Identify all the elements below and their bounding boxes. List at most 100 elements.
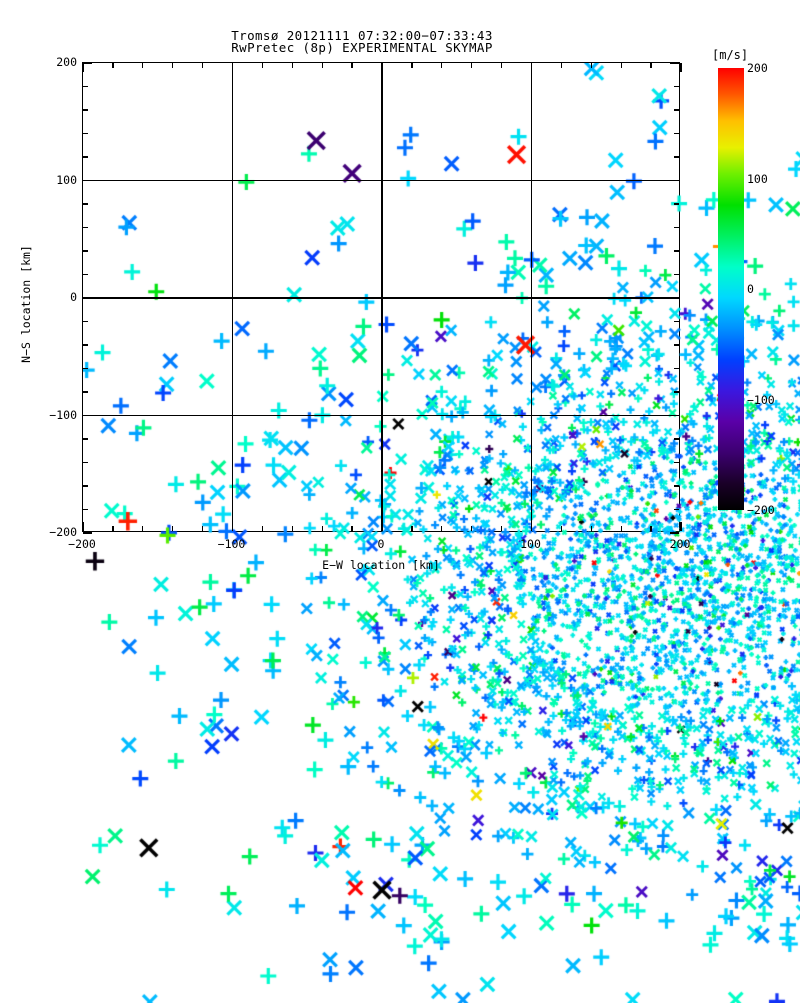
axis-tick xyxy=(201,526,204,531)
grid-line-vertical xyxy=(530,63,533,531)
axis-tick xyxy=(620,63,622,68)
axis-tick xyxy=(83,438,88,440)
axis-tick xyxy=(411,526,413,531)
axis-tick xyxy=(142,526,144,531)
axis-tick xyxy=(674,226,679,229)
y-axis-title: N−S location [km] xyxy=(19,245,33,363)
axis-tick xyxy=(142,63,144,68)
axis-tick xyxy=(351,526,353,531)
axis-tick xyxy=(670,532,679,534)
axis-tick xyxy=(83,414,92,417)
axis-tick xyxy=(674,485,679,487)
axis-tick xyxy=(261,63,264,68)
axis-tick xyxy=(674,391,679,393)
axis-tick xyxy=(674,85,679,88)
axis-tick xyxy=(680,522,682,531)
y-tick-label: 100 xyxy=(56,172,77,187)
axis-tick xyxy=(172,63,174,68)
axis-tick xyxy=(351,63,353,68)
axis-tick xyxy=(471,63,473,68)
axis-tick xyxy=(83,62,92,64)
axis-tick xyxy=(83,250,88,252)
grid-line-horizontal xyxy=(83,179,679,182)
colorbar-tick-label: 0 xyxy=(747,282,754,296)
axis-tick xyxy=(83,179,92,182)
axis-tick xyxy=(674,367,679,370)
grid-line-horizontal xyxy=(83,297,679,299)
axis-tick xyxy=(291,63,293,68)
axis-tick xyxy=(83,367,88,370)
grid-line-vertical xyxy=(381,63,383,531)
axis-tick xyxy=(674,461,679,464)
axis-tick xyxy=(674,320,679,323)
y-tick-label: −200 xyxy=(49,525,77,539)
axis-tick xyxy=(381,522,383,531)
axis-tick xyxy=(83,109,88,111)
x-tick-label: 200 xyxy=(669,537,691,551)
axis-tick xyxy=(500,63,503,68)
axis-tick xyxy=(83,273,88,276)
x-tick-label: −200 xyxy=(68,537,96,551)
axis-tick xyxy=(83,461,88,464)
axis-tick xyxy=(590,63,592,68)
axis-tick xyxy=(83,85,88,88)
axis-tick xyxy=(83,297,92,299)
x-axis-title: E−W location [km] xyxy=(322,558,440,572)
axis-tick xyxy=(411,63,413,68)
axis-tick xyxy=(441,63,443,68)
axis-tick xyxy=(112,63,114,68)
axis-tick xyxy=(261,526,264,531)
axis-tick xyxy=(231,63,234,72)
axis-tick xyxy=(83,156,88,158)
axis-tick xyxy=(674,438,679,440)
axis-tick xyxy=(83,226,88,229)
grid-line-vertical xyxy=(231,63,234,531)
axis-tick xyxy=(674,508,679,511)
axis-tick xyxy=(500,526,503,531)
x-tick-label: 100 xyxy=(520,537,541,551)
axis-tick xyxy=(680,63,682,72)
skymap-figure: Tromsø 20121111 07:32:00−07:33:43 RwPret… xyxy=(19,28,800,1003)
x-tick-label: −100 xyxy=(217,537,246,551)
axis-tick xyxy=(83,532,92,534)
axis-tick xyxy=(112,526,114,531)
colorbar-unit-label: [m/s] xyxy=(712,48,749,62)
axis-tick xyxy=(321,526,323,531)
axis-tick xyxy=(674,344,679,346)
axis-tick xyxy=(674,132,679,135)
axis-tick xyxy=(650,63,652,68)
figure-subtitle-line-2: RwPretec (8p) EXPERIMENTAL SKYMAP xyxy=(231,40,493,55)
axis-tick xyxy=(172,526,174,531)
plot-frame xyxy=(82,62,800,1003)
colorbar-tick-label: −200 xyxy=(747,503,775,517)
axis-tick xyxy=(674,203,679,205)
axis-tick xyxy=(674,156,679,158)
axis-tick xyxy=(670,179,679,182)
scatter-plot-canvas xyxy=(83,63,800,1003)
axis-tick xyxy=(321,63,323,68)
colorbar-tick-label: 200 xyxy=(747,61,768,75)
axis-tick xyxy=(381,63,383,72)
axis-tick xyxy=(670,297,679,299)
axis-tick xyxy=(83,344,88,346)
axis-tick xyxy=(82,522,84,531)
y-tick-label: −100 xyxy=(49,407,77,422)
colorbar-tick-label: 100 xyxy=(747,171,768,186)
axis-tick xyxy=(83,485,88,487)
colorbar-gradient xyxy=(718,68,744,510)
axis-tick xyxy=(291,526,293,531)
axis-tick xyxy=(83,132,88,135)
axis-tick xyxy=(231,522,234,531)
x-tick-label: 0 xyxy=(377,537,385,551)
axis-tick xyxy=(650,526,652,531)
grid-line-horizontal xyxy=(83,414,679,417)
axis-tick xyxy=(560,63,563,68)
axis-tick xyxy=(674,273,679,276)
axis-tick xyxy=(590,526,592,531)
axis-tick xyxy=(620,526,622,531)
axis-tick xyxy=(83,320,88,323)
axis-tick xyxy=(471,526,473,531)
axis-tick xyxy=(530,522,533,531)
axis-tick xyxy=(83,391,88,393)
axis-tick xyxy=(201,63,204,68)
